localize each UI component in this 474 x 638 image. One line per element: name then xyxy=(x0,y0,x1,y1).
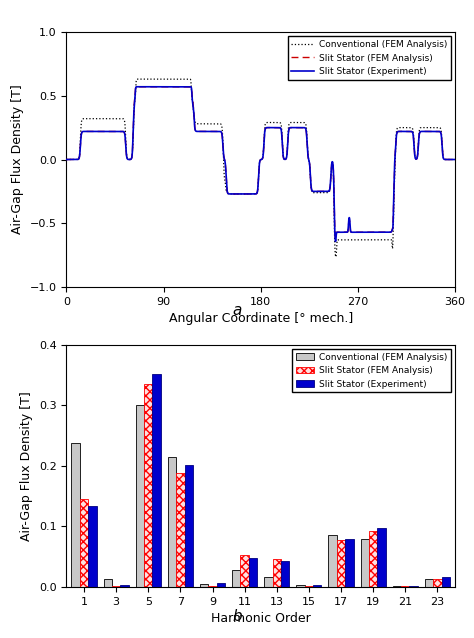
Conventional (FEM Analysis) xyxy=(64,156,69,163)
Conventional (FEM Analysis) xyxy=(333,253,338,261)
Bar xyxy=(345,539,354,587)
Slit Stator (FEM Analysis) xyxy=(196,128,201,135)
Legend: Conventional (FEM Analysis), Slit Stator (FEM Analysis), Slit Stator (Experiment: Conventional (FEM Analysis), Slit Stator… xyxy=(288,36,450,80)
Slit Stator (FEM Analysis) xyxy=(452,156,458,163)
Line: Slit Stator (FEM Analysis): Slit Stator (FEM Analysis) xyxy=(66,87,455,239)
Bar xyxy=(249,558,257,587)
Bar xyxy=(337,540,345,587)
Bar xyxy=(313,585,321,587)
Bar xyxy=(120,584,128,587)
Conventional (FEM Analysis) xyxy=(247,190,253,198)
Legend: Conventional (FEM Analysis), Slit Stator (FEM Analysis), Slit Stator (Experiment: Conventional (FEM Analysis), Slit Stator… xyxy=(292,349,450,392)
Bar xyxy=(153,374,161,587)
Slit Stator (Experiment) xyxy=(196,128,201,135)
Bar xyxy=(442,577,450,587)
Slit Stator (Experiment) xyxy=(431,128,437,135)
Bar xyxy=(410,586,418,587)
Bar xyxy=(88,507,97,587)
Slit Stator (FEM Analysis) xyxy=(436,128,442,135)
Bar xyxy=(232,570,240,587)
Slit Stator (Experiment) xyxy=(436,128,442,135)
Bar xyxy=(264,577,273,587)
Slit Stator (Experiment) xyxy=(64,156,69,163)
Bar xyxy=(425,579,433,587)
Slit Stator (FEM Analysis) xyxy=(333,235,338,243)
Slit Stator (Experiment) xyxy=(359,228,365,236)
Bar xyxy=(377,528,386,587)
Conventional (FEM Analysis) xyxy=(436,124,442,131)
Conventional (FEM Analysis) xyxy=(196,120,201,128)
Bar xyxy=(393,586,401,587)
Bar xyxy=(104,579,112,587)
Bar xyxy=(296,584,305,587)
X-axis label: Harmonic Order: Harmonic Order xyxy=(211,612,310,625)
Slit Stator (Experiment) xyxy=(247,190,253,198)
Bar xyxy=(144,384,153,587)
X-axis label: Angular Coordinate [° mech.]: Angular Coordinate [° mech.] xyxy=(169,313,353,325)
Bar xyxy=(112,586,120,587)
Bar xyxy=(176,473,184,587)
Slit Stator (FEM Analysis) xyxy=(359,228,365,236)
Bar xyxy=(200,584,209,587)
Bar xyxy=(72,443,80,587)
Bar xyxy=(361,539,369,587)
Slit Stator (Experiment) xyxy=(452,156,458,163)
Slit Stator (FEM Analysis) xyxy=(348,227,354,235)
Slit Stator (Experiment) xyxy=(333,237,338,245)
Bar xyxy=(273,559,281,587)
Bar xyxy=(217,582,225,587)
Conventional (FEM Analysis) xyxy=(348,236,354,244)
Slit Stator (Experiment) xyxy=(146,83,152,91)
Bar xyxy=(240,556,249,587)
Y-axis label: Air-Gap Flux Density [T]: Air-Gap Flux Density [T] xyxy=(20,391,33,540)
Line: Slit Stator (Experiment): Slit Stator (Experiment) xyxy=(66,87,455,241)
Bar xyxy=(136,405,144,587)
Bar xyxy=(80,499,88,587)
Slit Stator (Experiment) xyxy=(348,227,354,235)
Slit Stator (FEM Analysis) xyxy=(146,83,152,91)
Slit Stator (FEM Analysis) xyxy=(431,128,437,135)
Line: Conventional (FEM Analysis): Conventional (FEM Analysis) xyxy=(66,79,455,257)
Conventional (FEM Analysis) xyxy=(431,124,437,131)
Conventional (FEM Analysis) xyxy=(452,156,458,163)
Bar xyxy=(281,561,289,587)
Slit Stator (FEM Analysis) xyxy=(64,156,69,163)
Y-axis label: Air-Gap Flux Density [T]: Air-Gap Flux Density [T] xyxy=(11,85,24,234)
Bar xyxy=(433,579,442,587)
Bar xyxy=(369,531,377,587)
Bar xyxy=(184,464,193,587)
Bar xyxy=(328,535,337,587)
Conventional (FEM Analysis) xyxy=(146,75,152,83)
Text: b: b xyxy=(232,609,242,625)
Text: a: a xyxy=(232,303,242,318)
Conventional (FEM Analysis) xyxy=(359,236,365,244)
Slit Stator (FEM Analysis) xyxy=(247,190,253,198)
Bar xyxy=(168,457,176,587)
